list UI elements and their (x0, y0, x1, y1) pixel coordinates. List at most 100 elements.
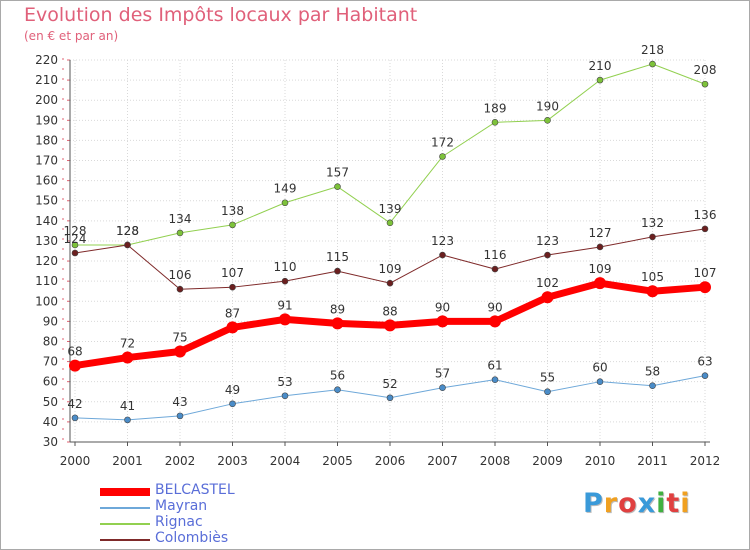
data-label-rignac: 149 (274, 182, 297, 196)
grid-lines (70, 59, 706, 442)
data-label-rignac: 134 (169, 212, 192, 226)
y-tick-label: 60 (43, 375, 58, 389)
data-label-colombis: 128 (116, 224, 139, 238)
data-label-mayran: 41 (120, 399, 135, 413)
x-tick-label: 2007 (427, 454, 458, 468)
x-tick-label: 2000 (60, 454, 91, 468)
data-point-mayran (176, 412, 184, 420)
y-tick-label: 80 (43, 334, 58, 348)
data-point-colombis (281, 277, 289, 285)
data-point-rignac (386, 219, 394, 227)
data-label-rignac: 128 (64, 224, 87, 238)
data-point-belcastel (541, 291, 554, 304)
y-tick-label: 30 (43, 435, 58, 449)
data-point-colombis (701, 225, 709, 233)
x-tick-label: 2008 (480, 454, 511, 468)
data-label-rignac: 128 (116, 224, 139, 238)
data-point-rignac (229, 221, 236, 229)
data-label-colombis: 124 (64, 232, 87, 246)
logo-letter: P (583, 488, 604, 519)
y-tick-label: 150 (35, 194, 58, 208)
data-label-mayran: 63 (697, 355, 712, 369)
data-label-belcastel: 90 (487, 300, 502, 314)
data-label-mayran: 52 (382, 377, 397, 391)
y-tick-label: 190 (35, 113, 58, 127)
data-point-colombis (386, 279, 394, 287)
data-label-rignac: 189 (484, 101, 507, 115)
data-label-mayran: 42 (67, 397, 82, 411)
y-tick-label: 70 (43, 355, 58, 369)
data-label-colombis: 132 (641, 216, 664, 230)
x-tick-label: 2009 (532, 454, 563, 468)
data-point-colombis (71, 249, 79, 257)
data-label-rignac: 157 (326, 166, 349, 180)
data-point-belcastel (699, 281, 711, 294)
data-point-mayran (544, 388, 551, 396)
data-point-mayran (491, 376, 499, 383)
legend-swatch-colombies (100, 539, 150, 541)
data-label-belcastel: 72 (120, 337, 135, 351)
data-point-colombis (544, 251, 551, 259)
data-point-colombis (491, 265, 499, 273)
data-label-colombis: 115 (326, 250, 349, 264)
data-point-mayran (71, 414, 79, 422)
data-point-belcastel (489, 315, 501, 328)
x-tick-label: 2011 (637, 454, 668, 468)
chart-subtitle: (en € et par an) (24, 29, 119, 43)
data-point-belcastel (384, 319, 396, 332)
data-point-colombis (229, 283, 236, 291)
data-labels: 128 128 134 138 149 157 139 172 189 190 210 218 208 1… (64, 43, 717, 413)
data-label-colombis: 106 (169, 268, 192, 282)
y-tick-label: 200 (35, 93, 58, 107)
data-point-colombis (176, 285, 184, 293)
data-label-mayran: 56 (330, 369, 345, 383)
data-label-belcastel: 102 (536, 276, 559, 290)
data-label-colombis: 123 (431, 234, 454, 248)
chart-title: Evolution des Impôts locaux par Habitant (24, 4, 418, 26)
data-point-mayran (596, 378, 604, 385)
data-label-rignac: 172 (431, 136, 454, 150)
data-label-belcastel: 109 (589, 262, 612, 276)
y-tick-label: 40 (43, 415, 58, 429)
data-label-colombis: 123 (536, 234, 559, 248)
data-point-mayran (649, 382, 656, 390)
data-label-belcastel: 91 (277, 298, 292, 312)
y-tick-label: 130 (35, 234, 58, 248)
data-label-mayran: 61 (487, 359, 502, 373)
x-tick-label: 2006 (375, 454, 406, 468)
data-point-mayran (701, 372, 709, 379)
data-point-rignac (649, 60, 656, 68)
data-label-mayran: 49 (225, 383, 240, 397)
data-label-mayran: 60 (592, 361, 607, 375)
x-tick-label: 2010 (585, 454, 616, 468)
y-tick-label: 50 (43, 395, 58, 409)
legend-swatch-rignac (100, 523, 150, 525)
data-label-colombis: 109 (379, 262, 402, 276)
axes: 30 40 50 60 70 80 90 100 110 120 130 140 150 160 170 18… (35, 53, 720, 468)
data-point-mayran (281, 392, 289, 400)
data-label-rignac: 138 (221, 204, 244, 218)
data-label-belcastel: 105 (641, 270, 664, 284)
data-label-rignac: 218 (641, 43, 664, 57)
data-label-colombis: 110 (274, 260, 297, 274)
y-tick-label: 160 (35, 174, 58, 188)
data-label-colombis: 107 (221, 266, 244, 280)
data-point-rignac (334, 183, 341, 190)
data-label-colombis: 116 (484, 248, 507, 262)
data-label-colombis: 136 (694, 208, 717, 222)
logo-letter: r (603, 488, 619, 519)
data-label-mayran: 43 (172, 395, 187, 409)
data-point-belcastel (436, 315, 449, 328)
logo-letter: x (637, 488, 657, 519)
data-point-rignac (439, 153, 446, 160)
data-point-rignac (281, 199, 289, 207)
y-tick-label: 140 (35, 214, 58, 228)
data-point-belcastel (174, 345, 186, 358)
proxiti-logo: Proxiti (583, 488, 691, 519)
data-point-belcastel (226, 321, 239, 334)
data-point-belcastel (69, 359, 81, 372)
data-point-belcastel (594, 277, 606, 290)
data-point-mayran (334, 386, 341, 394)
